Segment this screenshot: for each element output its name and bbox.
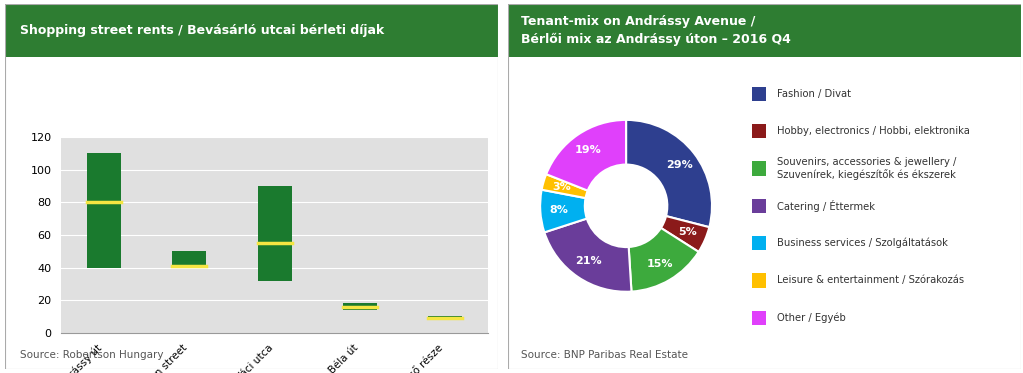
Bar <box>5 4 498 57</box>
Text: 5%: 5% <box>678 228 697 238</box>
Bar <box>258 186 292 280</box>
Bar <box>343 303 377 310</box>
Text: Leisure & entertainment / Szórakozás: Leisure & entertainment / Szórakozás <box>776 275 964 285</box>
Text: Tenant-mix on Andrássy Avenue /
Bérlői mix az Andrássy úton – 2016 Q4: Tenant-mix on Andrássy Avenue / Bérlői m… <box>522 15 791 46</box>
Text: Catering / Éttermek: Catering / Éttermek <box>776 200 875 212</box>
Text: Fashion / Divat: Fashion / Divat <box>776 89 851 99</box>
Wedge shape <box>661 216 709 252</box>
Text: Source: BNP Paribas Real Estate: Source: BNP Paribas Real Estate <box>522 350 688 360</box>
Bar <box>752 236 766 250</box>
Wedge shape <box>546 120 626 191</box>
Wedge shape <box>541 174 588 198</box>
Text: Shopping street rents / Bevásárló utcai bérleti díjak: Shopping street rents / Bevásárló utcai … <box>19 24 385 37</box>
Text: 15%: 15% <box>647 258 673 269</box>
Bar <box>172 251 207 267</box>
Bar <box>429 316 462 320</box>
Text: 19%: 19% <box>575 145 602 156</box>
Wedge shape <box>626 120 712 227</box>
Text: Souvenirs, accessories & jewellery /
Szuvenírek, kiegészítők és ékszerek: Souvenirs, accessories & jewellery / Szu… <box>776 157 957 180</box>
Bar <box>752 87 766 101</box>
Bar <box>752 311 766 325</box>
Bar <box>508 4 1021 57</box>
Text: 8%: 8% <box>549 205 569 215</box>
Text: Other / Egyéb: Other / Egyéb <box>776 313 846 323</box>
Text: 29%: 29% <box>666 160 693 170</box>
Bar <box>752 124 766 138</box>
Bar <box>752 199 766 213</box>
Text: Business services / Szolgáltatások: Business services / Szolgáltatások <box>776 238 947 248</box>
Bar <box>752 273 766 288</box>
Text: Source: Robertson Hungary: Source: Robertson Hungary <box>19 350 164 360</box>
Wedge shape <box>544 219 631 292</box>
Bar <box>87 153 121 267</box>
Bar <box>752 162 766 176</box>
Wedge shape <box>629 228 699 292</box>
Text: 21%: 21% <box>575 256 602 266</box>
Text: Hobby, electronics / Hobbi, elektronika: Hobby, electronics / Hobbi, elektronika <box>776 126 970 136</box>
Text: 3%: 3% <box>552 182 571 192</box>
Wedge shape <box>540 190 587 232</box>
